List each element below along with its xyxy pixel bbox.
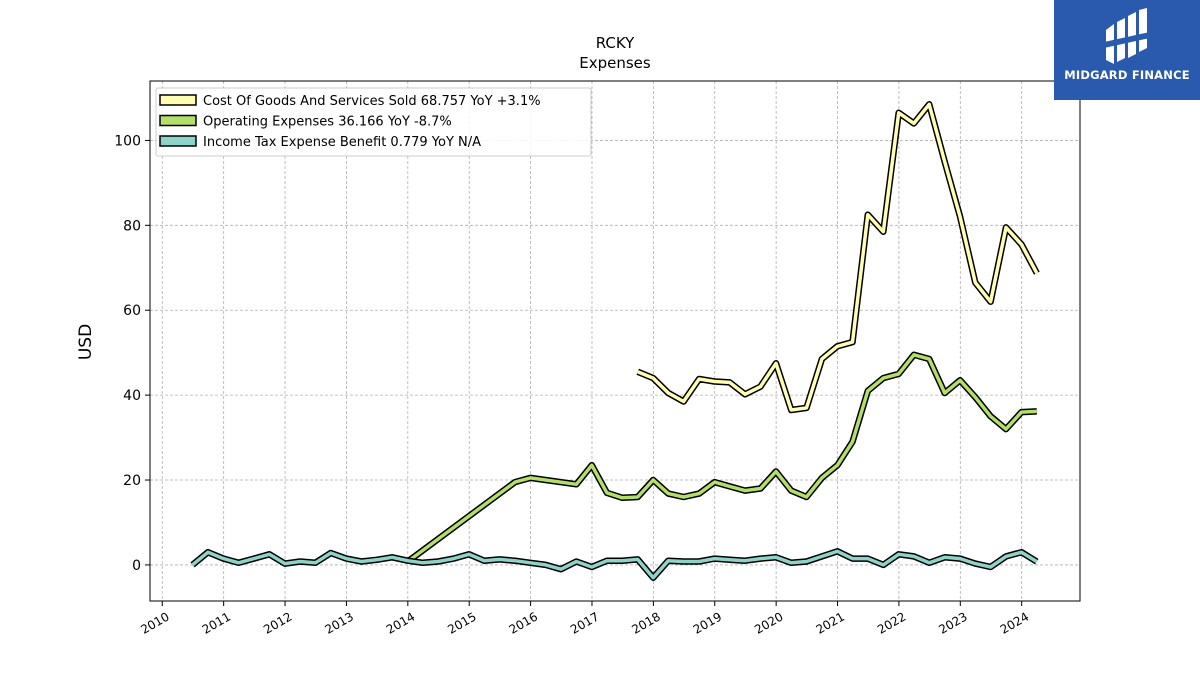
plot-frame [149, 80, 1081, 602]
x-tick-label: 2021 [814, 609, 847, 636]
chart-title: RCKY [596, 34, 635, 52]
series-lines [190, 101, 1040, 581]
x-tick-label: 2017 [568, 609, 601, 636]
y-tick-label: 60 [123, 303, 141, 319]
midgard-finance-logo: MIDGARD FINANCE [1054, 0, 1200, 100]
x-tick-label: 2023 [936, 609, 969, 636]
series-line [406, 353, 1037, 563]
legend-label: Income Tax Expense Benefit 0.779 YoY N/A [203, 135, 481, 150]
y-tick-label: 20 [123, 473, 141, 489]
x-tick-label: 2015 [445, 609, 478, 636]
legend-label: Cost Of Goods And Services Sold 68.757 Y… [203, 94, 541, 109]
y-tick-label: 100 [114, 133, 141, 149]
x-tick-label: 2016 [507, 609, 540, 636]
x-tick-label: 2022 [875, 609, 908, 636]
grid [150, 81, 1080, 601]
series-line [637, 102, 1039, 412]
x-tick-label: 2019 [691, 609, 724, 636]
logo-text: MIDGARD FINANCE [1064, 68, 1190, 82]
series-line [191, 549, 1038, 580]
x-tick-label: 2024 [998, 609, 1031, 636]
y-tick-label: 40 [123, 388, 141, 404]
legend-swatch [159, 94, 197, 106]
legend: Cost Of Goods And Services Sold 68.757 Y… [155, 87, 592, 157]
legend-label: Operating Expenses 36.166 YoY -8.7% [203, 115, 452, 130]
series-2 [190, 548, 1039, 581]
y-tick-label: 80 [123, 218, 141, 234]
legend-box [155, 87, 592, 157]
x-tick-label: 2012 [261, 609, 294, 636]
chart-subtitle: Expenses [579, 54, 651, 72]
y-axis-label: USD [76, 324, 96, 360]
y-tick-label: 0 [132, 558, 141, 574]
logo-mark-icon [1104, 8, 1150, 64]
x-tick-label: 2010 [138, 609, 171, 636]
series-0 [636, 101, 1040, 414]
legend-swatch [159, 135, 197, 147]
x-tick-label: 2014 [384, 609, 417, 636]
x-tick-label: 2013 [322, 609, 355, 636]
x-tick-label: 2018 [629, 609, 662, 636]
x-tick-label: 2020 [752, 609, 785, 636]
legend-swatch [159, 114, 197, 127]
series-1 [405, 351, 1037, 565]
x-tick-label: 2011 [200, 609, 233, 636]
